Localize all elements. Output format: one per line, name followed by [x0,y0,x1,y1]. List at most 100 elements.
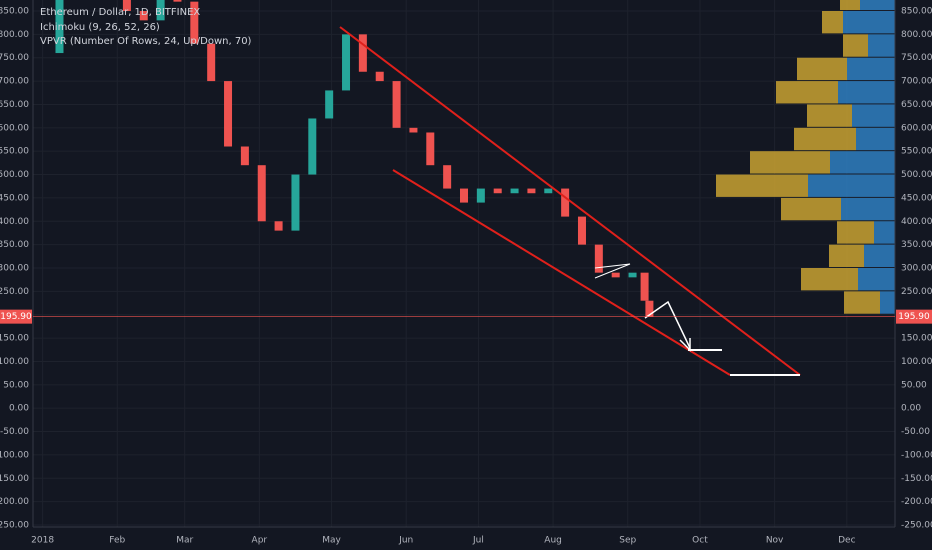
x-tick-label: May [322,536,341,546]
trend-line [392,169,731,376]
volume-down [844,291,880,314]
y-tick-label: 750.00 [0,53,29,63]
volume-up [864,244,895,267]
candle [173,0,182,2]
y-tick-label: 650.00 [901,100,932,110]
y-tick-label: 600.00 [901,123,932,133]
volume-up [838,81,895,104]
x-tick-label: 2018 [31,536,54,546]
y-tick-label: 650.00 [0,100,29,110]
volume-down [716,174,808,197]
candle [493,188,502,194]
legend-symbol: Ethereum / Dollar, 1D, BITFINEX [40,7,200,18]
volume-up [852,104,895,127]
x-tick-label: Jun [398,536,413,546]
y-tick-label: 500.00 [901,170,932,180]
candle [240,146,249,166]
y-tick-label: 400.00 [901,217,932,227]
y-tick-label: 400.00 [0,217,29,227]
y-tick-label: 250.00 [901,287,932,297]
volume-down [750,151,830,174]
volume-down [822,11,843,34]
volume-down [840,0,860,10]
volume-up [856,127,895,151]
volume-up [841,197,895,221]
grid [33,0,895,527]
y-tick-label: 0.00 [9,404,29,414]
drawings [339,26,801,376]
x-tick-label: Feb [109,536,125,546]
candle [224,81,233,147]
candle [510,188,519,194]
last-price-label: 195.90 [0,312,32,322]
legend-indicator: Ichimoku (9, 26, 52, 26) [40,22,160,33]
legend-indicator: VPVR (Number Of Rows, 24, Up/Down, 70) [40,36,252,47]
volume-down [776,81,838,104]
candle [628,272,637,278]
trend-line [339,26,801,376]
candle [577,216,586,245]
y-tick-label: 250.00 [0,287,29,297]
volume-up [860,0,895,10]
candle [640,272,649,301]
candle [611,272,620,278]
candle [291,174,300,231]
x-tick-label: Oct [692,536,708,546]
volume-down [794,127,856,151]
volume-down [797,57,847,81]
y-tick-label: -100.00 [901,450,932,460]
y-tick-label: 750.00 [901,53,932,63]
x-tick-label: Dec [838,536,855,546]
candle [527,188,536,194]
y-tick-label: -50.00 [0,427,29,437]
volume-up [874,221,895,244]
y-tick-label: -100.00 [0,450,29,460]
volume-down [837,221,874,244]
candle [207,43,216,82]
y-tick-label: 50.00 [3,380,29,390]
y-tick-label: 450.00 [901,193,932,203]
y-tick-label: -200.00 [901,497,932,507]
candle [190,1,199,44]
candle [561,188,570,217]
y-tick-label: 800.00 [901,30,932,40]
candle [443,165,452,189]
y-tick-label: 550.00 [0,147,29,157]
projection-arrow [644,300,691,349]
x-tick-label: Jul [472,536,484,546]
candle [156,0,165,21]
candle [55,0,64,54]
y-tick-label: 150.00 [0,334,29,344]
y-tick-label: 700.00 [0,77,29,87]
candle [342,34,351,91]
candle [308,118,317,175]
candle [426,132,435,166]
last-price-label: 195.90 [898,312,930,322]
volume-down [843,34,868,57]
candle [257,165,266,222]
volume-up [868,34,895,57]
candle [325,90,334,119]
y-tick-label: 800.00 [0,30,29,40]
arrow-head [679,338,691,352]
y-tick-label: 300.00 [0,264,29,274]
x-tick-label: Nov [766,536,784,546]
candle [274,221,283,231]
candle [358,34,367,72]
y-tick-label: 700.00 [901,77,932,87]
volume-up [880,291,895,314]
y-tick-label: -150.00 [0,474,29,484]
volume-up [843,11,895,34]
y-tick-label: 350.00 [901,240,932,250]
volume-down [829,244,864,267]
candle [409,127,418,133]
candle [645,300,654,317]
x-tick-label: Mar [176,536,193,546]
y-tick-label: 350.00 [0,240,29,250]
y-tick-label: 500.00 [0,170,29,180]
y-tick-label: 0.00 [901,404,921,414]
y-tick-label: 100.00 [0,357,29,367]
y-tick-label: 300.00 [901,264,932,274]
candle [392,81,401,128]
price-tag [896,309,932,324]
